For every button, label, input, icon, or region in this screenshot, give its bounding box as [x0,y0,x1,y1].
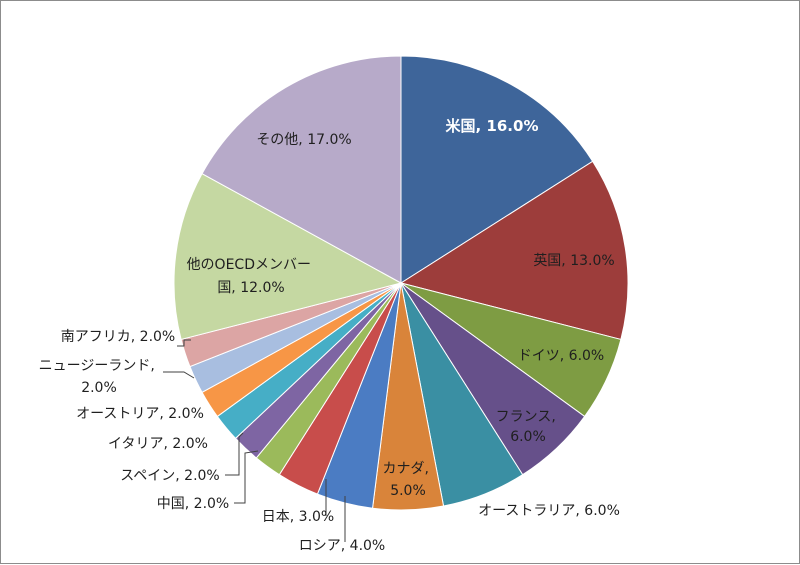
label-china: 中国, 2.0% [157,496,229,512]
label-france: フランス, 6.0% [496,409,561,445]
leader-line-china [234,450,259,504]
label-france-name: フランス [496,409,552,425]
label-other-oecd-value: 国, 12.0% [217,280,284,296]
label-canada: カナダ, 5.0% [383,461,434,499]
label-other: その他, 17.0% [256,132,351,148]
label-south-africa: 南アフリカ, 2.0% [61,329,175,345]
leader-lines [163,339,346,542]
label-france-value: 6.0% [510,429,546,445]
leader-line-new-zealand [163,371,195,379]
label-new-zealand: ニュージーランド, 2.0% [39,358,160,396]
pie-slice-14 [173,172,403,341]
label-france-comma: , [551,409,555,425]
label-canada-value: 5.0% [390,483,426,499]
leader-line-spain [225,432,244,476]
label-japan: 日本, 3.0% [262,509,334,525]
label-germany: ドイツ, 6.0% [518,348,604,364]
label-other-oecd: 他のOECDメンバー 国, 12.0% [187,257,316,296]
pie-slices [173,55,629,511]
label-other-oecd-name: 他のOECDメンバー [187,257,311,273]
label-australia: オーストラリア, 6.0% [478,503,620,519]
label-canada-name: カナダ [383,461,425,477]
label-uk: 英国, 13.0% [533,252,614,269]
label-canada-comma: , [425,461,429,477]
pie-slice-0 [400,55,594,284]
leader-line-south-africa [177,339,191,347]
label-russia: ロシア, 4.0% [299,538,385,554]
label-spain: スペイン, 2.0% [120,468,220,484]
label-italy: イタリア, 2.0% [108,436,208,452]
label-austria: オーストリア, 2.0% [76,406,204,422]
label-new-zealand-comma: , [150,358,154,374]
pie-slice-15 [201,55,402,284]
label-new-zealand-name: ニュージーランド [39,358,151,374]
label-new-zealand-value: 2.0% [81,380,117,396]
slice-labels: 米国, 16.0% 英国, 13.0% ドイツ, 6.0% フランス, 6.0%… [39,117,620,554]
label-usa: 米国, 16.0% [446,117,539,135]
pie-slice-1 [399,160,629,341]
